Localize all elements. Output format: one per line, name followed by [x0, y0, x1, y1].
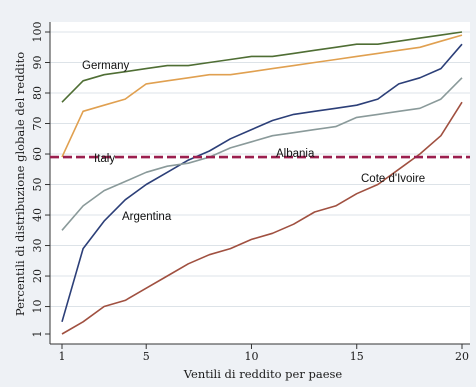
series-label: Germany	[82, 60, 130, 72]
series-line-argentina	[61, 43, 463, 323]
y-tick-label: 1	[31, 331, 44, 338]
series-line-italy	[61, 34, 463, 158]
series-label: Italy	[94, 153, 115, 165]
x-tick-label: 20	[455, 350, 469, 363]
series-line-cote-d-ivoire	[61, 101, 463, 335]
x-tick-label: 1	[59, 350, 66, 363]
y-tick-label: 30	[31, 239, 44, 253]
y-tick-label: 40	[31, 208, 44, 222]
y-tick-label: 90	[31, 56, 44, 70]
x-tick-label: 10	[244, 350, 258, 363]
y-tick-label: 80	[31, 86, 44, 100]
y-tick-label: 10	[31, 300, 44, 314]
series-label: Cote d'Ivoire	[361, 173, 425, 185]
y-tick-label: 70	[31, 117, 44, 131]
series-labels: Germany Italy Argentina Albania Cote d'Ivoir…	[82, 60, 425, 223]
series-lines	[61, 31, 463, 335]
series-label: Albania	[276, 148, 315, 160]
x-tick-label: 15	[350, 350, 364, 363]
y-tick-label: 50	[31, 178, 44, 192]
x-tick-label: 5	[143, 350, 150, 363]
series-line-albania	[61, 77, 463, 231]
y-tick-label: 60	[31, 147, 44, 161]
series-line-germany	[61, 31, 463, 103]
x-axis-title: Ventili di reddito per paese	[183, 367, 343, 381]
series-label: Argentina	[122, 211, 172, 223]
y-tick-label: 100	[31, 22, 44, 43]
y-tick-label: 20	[31, 269, 44, 283]
y-axis-title: Percentili di distribuzione globale del …	[13, 52, 27, 316]
